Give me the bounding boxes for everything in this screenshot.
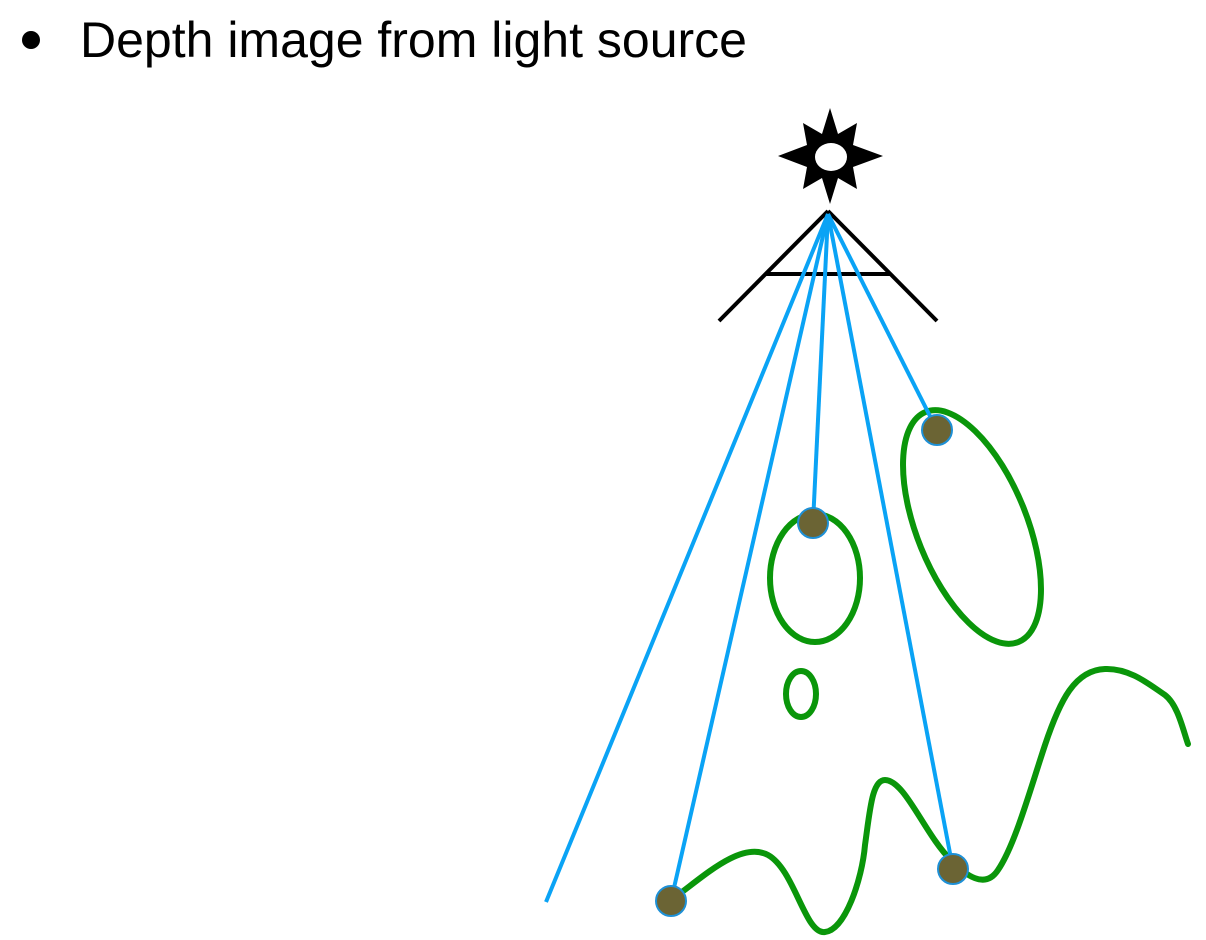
ray-far-left <box>544 213 830 903</box>
ray-to-sphere <box>811 213 830 524</box>
ray-to-ground-left <box>669 213 830 902</box>
bullet-item: Depth image from light source <box>22 8 747 72</box>
hit-point-ground-left <box>655 885 687 917</box>
light-rays <box>544 213 955 903</box>
hit-point-sphere <box>797 507 829 539</box>
light-frustum <box>717 209 939 323</box>
frustum-right-edge <box>826 209 939 323</box>
small-ellipse-object <box>783 668 819 720</box>
ground-surface <box>668 665 1191 935</box>
light-source <box>778 108 883 204</box>
ray-to-ground-right <box>826 213 955 870</box>
ellipse-object-right <box>900 407 1044 647</box>
hit-point-ground-right <box>937 853 969 885</box>
frustum-left-edge <box>717 209 830 323</box>
depth-samples <box>655 414 969 917</box>
ray-to-ellipse <box>826 213 939 431</box>
hit-point-ellipse <box>921 414 953 446</box>
bullet-text: Depth image from light source <box>80 12 747 68</box>
bullet-dot-icon <box>22 31 40 49</box>
light-center <box>815 143 847 171</box>
scene-geometry <box>668 407 1191 935</box>
